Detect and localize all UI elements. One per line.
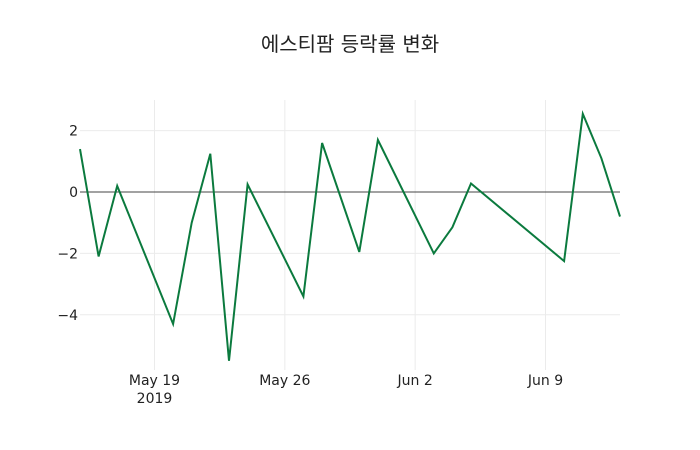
y-tick-label: −2 xyxy=(57,246,78,262)
y-tick-label: −4 xyxy=(57,308,78,324)
y-tick-label: 2 xyxy=(69,124,78,140)
x-tick-label: May 19 xyxy=(129,373,180,389)
data-line xyxy=(79,109,621,361)
y-tick-label: 0 xyxy=(69,185,78,201)
x-tick-label: May 26 xyxy=(259,373,310,389)
x-tick-year-label: 2019 xyxy=(137,391,173,407)
x-tick-label: Jun 9 xyxy=(527,373,563,389)
chart-title: 에스티팜 등락률 변화 xyxy=(260,32,440,56)
x-tick-label: Jun 2 xyxy=(397,373,433,389)
